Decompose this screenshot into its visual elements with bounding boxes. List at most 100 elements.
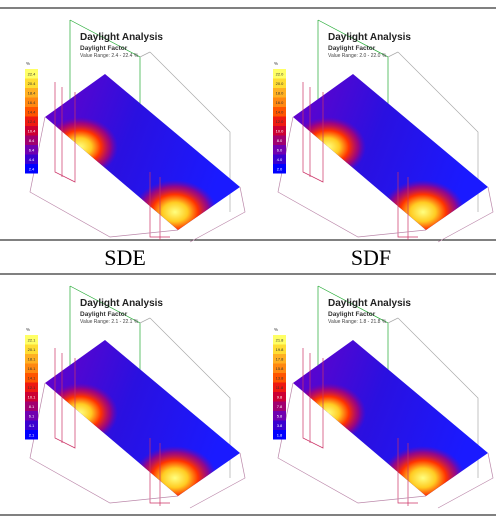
panel-title: Daylight Analysis	[80, 298, 163, 309]
legend-label: 20.0	[276, 81, 285, 86]
legend-label: 14.4	[28, 109, 37, 114]
legend-swatch	[25, 373, 38, 383]
legend-label: 4.4	[29, 157, 35, 162]
wireframe	[437, 452, 494, 509]
wireframe	[189, 452, 246, 509]
legend-swatch	[273, 107, 286, 117]
legend-label: 3.8	[277, 423, 283, 428]
legend-swatch	[25, 97, 38, 107]
legend-label: 21.8	[276, 337, 285, 342]
legend-swatch	[25, 382, 38, 392]
wireframe	[397, 438, 418, 504]
legend-swatch	[25, 344, 38, 354]
legend-label: 4.1	[29, 423, 35, 428]
legend-swatch	[273, 401, 286, 411]
legend-swatch	[273, 392, 286, 402]
legend-swatch	[273, 69, 286, 79]
hotspot	[45, 383, 118, 443]
legend-swatch	[273, 97, 286, 107]
legend-label: 20.4	[28, 81, 37, 86]
hotspot	[293, 117, 366, 177]
value-range: Value Range: 2.1 - 22.1 %	[80, 319, 139, 325]
legend-swatch	[25, 392, 38, 402]
wireframe	[139, 51, 151, 58]
legend-swatch	[273, 88, 286, 98]
legend-label: 16.0	[276, 100, 285, 105]
legend-label: 22.0	[276, 71, 285, 76]
legend-swatch	[273, 78, 286, 88]
legend-label: 20.1	[28, 347, 37, 352]
legend-label: 10.0	[276, 128, 285, 133]
wireframe	[54, 348, 76, 449]
legend-label: 6.1	[29, 413, 35, 418]
legend-swatch	[25, 88, 38, 98]
legend-swatch	[273, 135, 286, 145]
legend-swatch	[273, 335, 286, 345]
legend-label: 22.4	[28, 71, 37, 76]
legend-swatch	[25, 78, 38, 88]
legend-swatch	[273, 420, 286, 430]
legend-swatch	[25, 363, 38, 373]
panel-title: Daylight Analysis	[80, 32, 163, 43]
legend-swatch	[273, 344, 286, 354]
legend-label: 2.0	[277, 166, 283, 171]
wireframe	[437, 186, 494, 243]
legend-label: 2.4	[29, 166, 35, 171]
legend-swatch	[25, 401, 38, 411]
legend-swatch	[25, 411, 38, 421]
legend-label: 6.0	[277, 147, 283, 152]
legend-label: 8.1	[29, 404, 35, 409]
legend-label: 1.8	[277, 432, 283, 437]
legend-label: 19.8	[276, 347, 285, 352]
legend-label: 14.1	[28, 375, 37, 380]
legend-label: 8.0	[277, 138, 283, 143]
legend-label: 5.8	[277, 413, 283, 418]
legend-label: 13.8	[276, 375, 285, 380]
legend-label: 16.4	[28, 100, 37, 105]
wireframe	[387, 51, 399, 58]
legend-swatch	[273, 363, 286, 373]
wireframe	[54, 82, 76, 183]
legend-label: 17.8	[276, 356, 285, 361]
legend-swatch	[273, 116, 286, 126]
wireframe	[302, 348, 324, 449]
legend-swatch	[273, 354, 286, 364]
legend-label: 8.4	[29, 138, 35, 143]
legend-unit: %	[26, 61, 30, 66]
legend-swatch	[25, 145, 38, 155]
wireframe	[149, 438, 170, 504]
panel-subtitle: Daylight Factor	[80, 45, 128, 52]
legend-label: 12.4	[28, 119, 37, 124]
legend-swatch	[25, 420, 38, 430]
legend-swatch	[25, 335, 38, 345]
legend-label: 7.8	[277, 404, 283, 409]
legend-swatch	[273, 145, 286, 155]
caption: SDE	[104, 245, 146, 270]
legend-swatch	[273, 373, 286, 383]
legend-label: 2.1	[29, 432, 35, 437]
legend-swatch	[273, 164, 286, 174]
legend-label: 10.1	[28, 394, 37, 399]
legend-label: 16.1	[28, 366, 37, 371]
legend-label: 4.0	[277, 157, 283, 162]
panel-subtitle: Daylight Factor	[80, 311, 128, 318]
legend-swatch	[25, 354, 38, 364]
legend-label: 12.0	[276, 119, 285, 124]
legend-label: 18.4	[28, 90, 37, 95]
legend-label: 14.0	[276, 109, 285, 114]
legend-swatch	[25, 107, 38, 117]
wireframe	[139, 317, 151, 324]
caption: SDF	[351, 245, 391, 270]
legend-label: 18.1	[28, 356, 37, 361]
value-range: Value Range: 2.4 - 22.4 %	[80, 53, 139, 59]
legend-swatch	[273, 411, 286, 421]
legend-unit: %	[274, 61, 278, 66]
legend-swatch	[273, 154, 286, 164]
legend-swatch	[25, 116, 38, 126]
legend-label: 15.8	[276, 366, 285, 371]
